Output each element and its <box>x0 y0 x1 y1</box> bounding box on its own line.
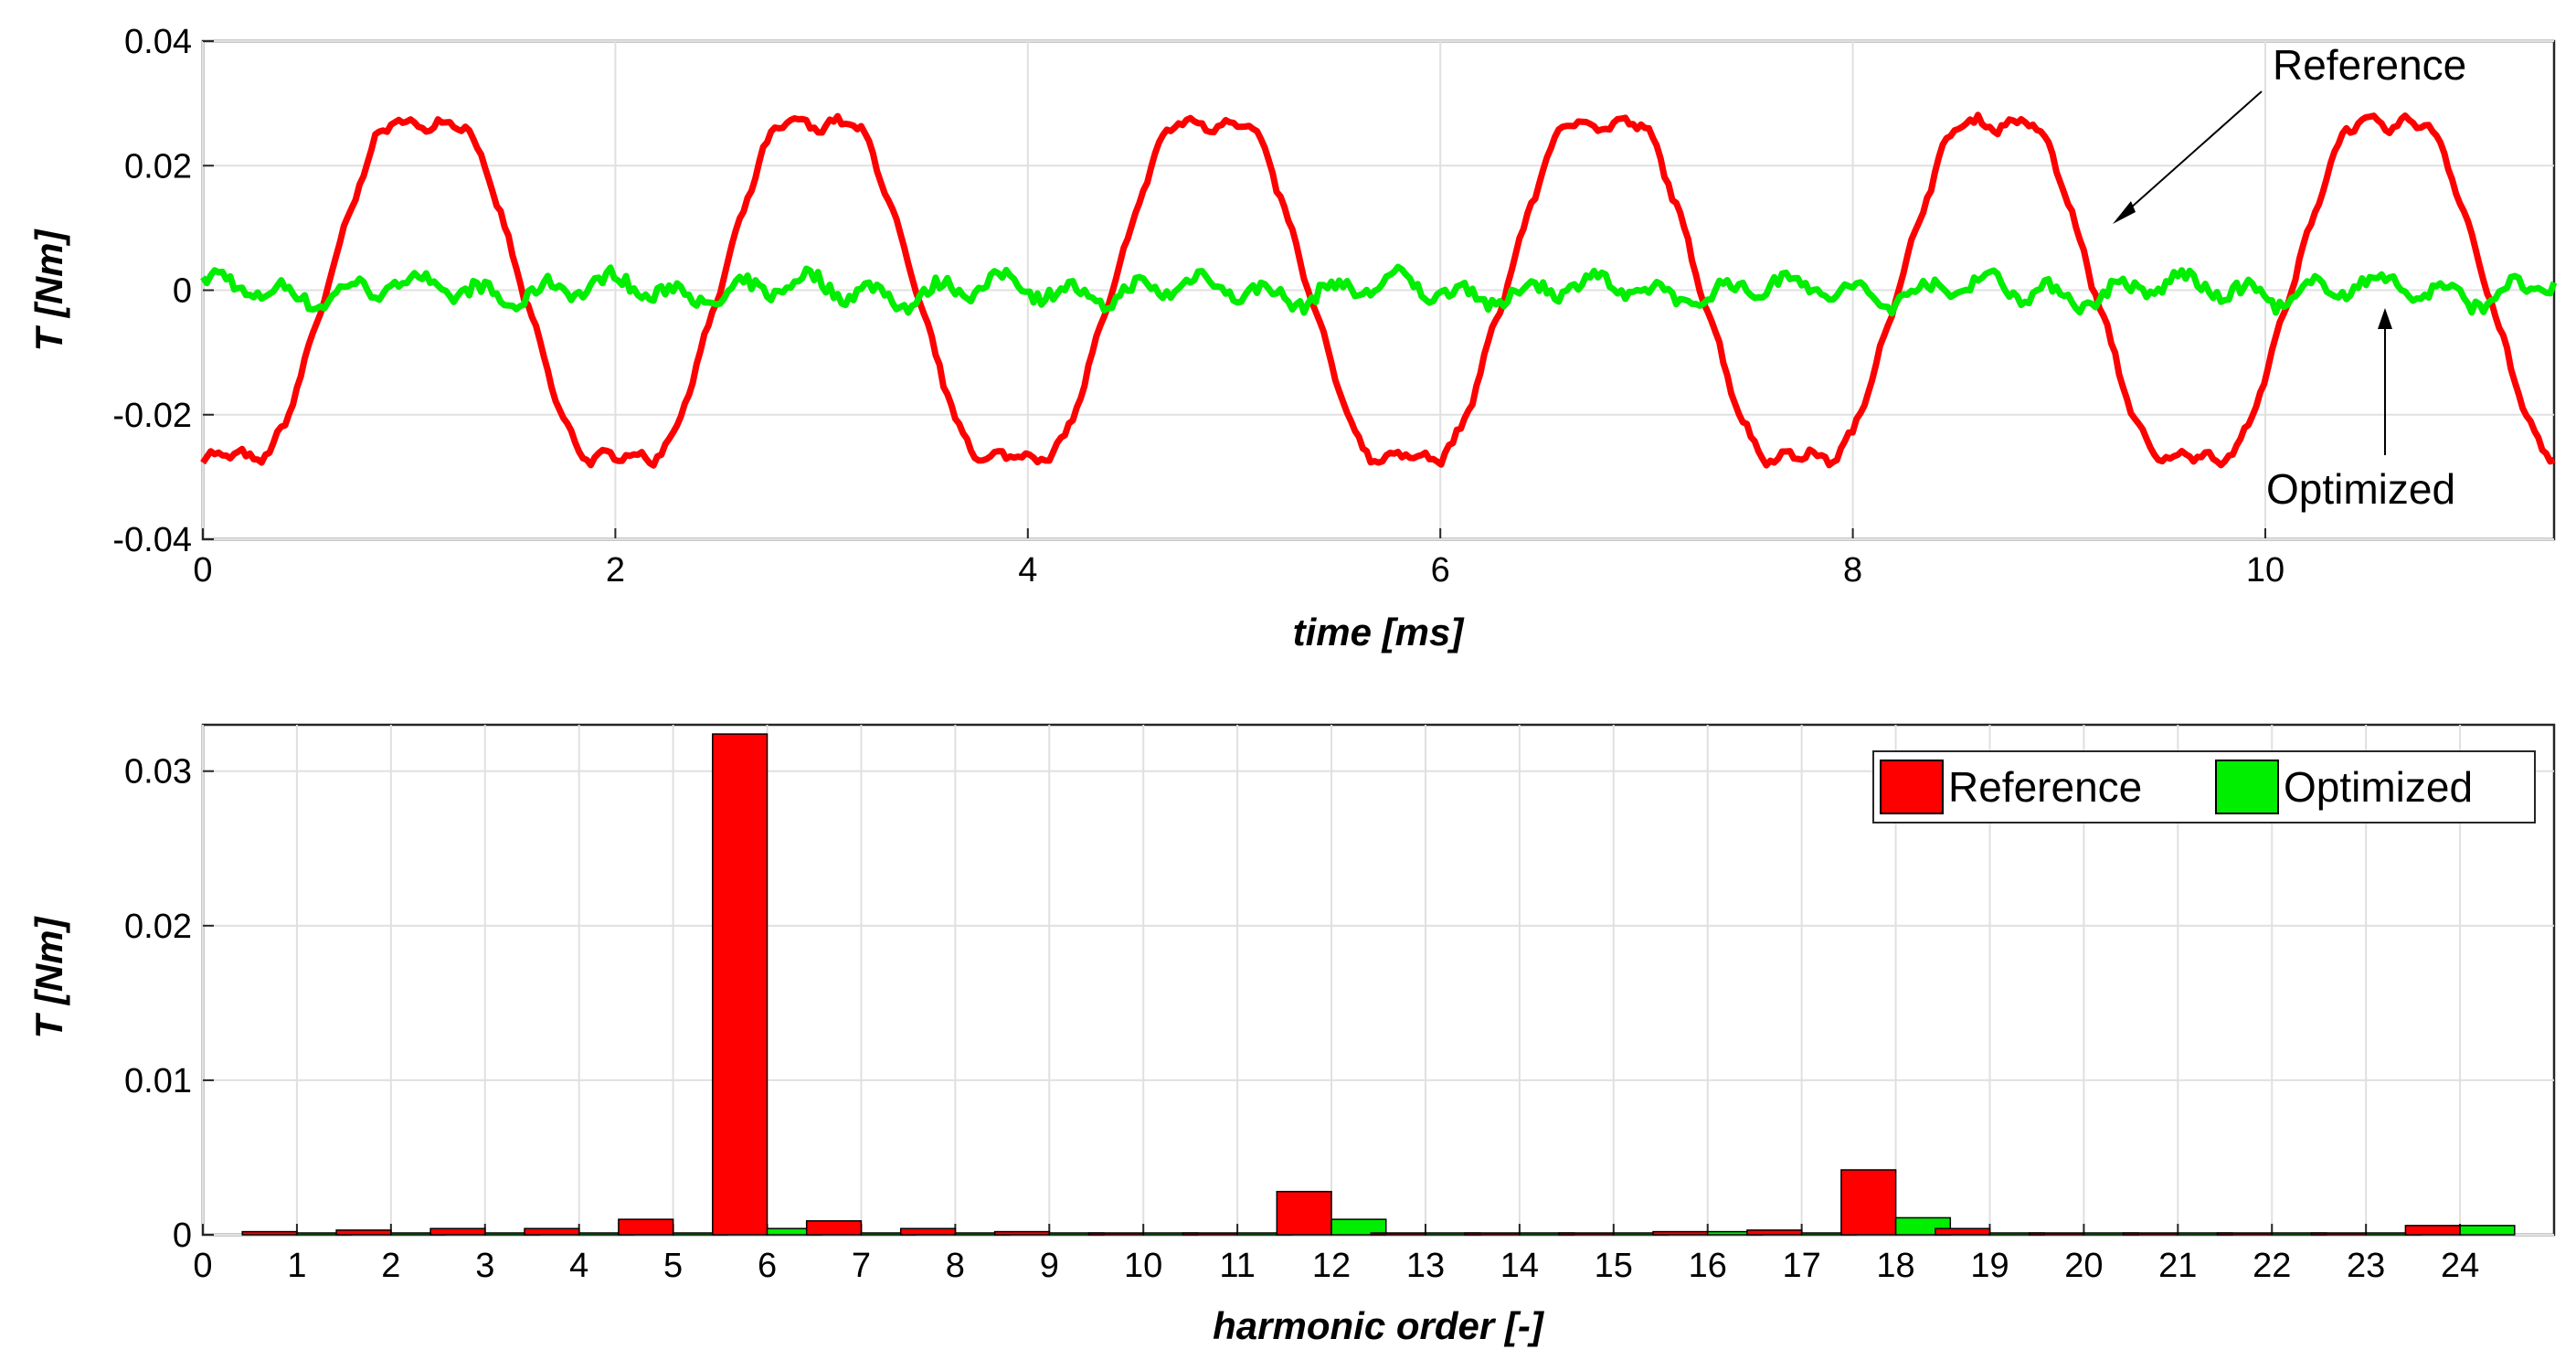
bottom-x-tick-label: 2 <box>381 1247 400 1285</box>
top-y-tick-label: 0.02 <box>124 147 192 186</box>
top-x-tick-label: 6 <box>1431 551 1450 590</box>
bottom-x-tick-label: 19 <box>1970 1247 2009 1285</box>
top-x-tick-label: 10 <box>2246 551 2284 590</box>
bar-reference-h22 <box>2216 1232 2273 1236</box>
legend-label-optimized: Optimized <box>2284 763 2473 811</box>
bar-reference-h16 <box>1652 1230 1709 1236</box>
top-series-lines <box>200 112 2558 469</box>
bottom-x-tick-label: 20 <box>2064 1247 2103 1285</box>
bottom-x-tick-label: 18 <box>1876 1247 1914 1285</box>
bar-reference-h7 <box>805 1220 863 1236</box>
bottom-x-tick-label: 6 <box>758 1247 777 1285</box>
bar-reference-h14 <box>1464 1232 1521 1236</box>
bar-reference-h8 <box>899 1227 957 1236</box>
bar-reference-h19 <box>1935 1227 1991 1236</box>
bar-reference-h13 <box>1370 1232 1426 1236</box>
annotation-reference-arrow <box>2113 90 2263 224</box>
annotation-optimized: Optimized <box>2266 465 2455 513</box>
top-y-tick-label: 0 <box>173 272 192 311</box>
bottom-x-tick-label: 1 <box>287 1247 306 1285</box>
bar-reference-h20 <box>2028 1232 2085 1236</box>
legend-label-reference: Reference <box>1948 763 2142 811</box>
top-y-tick-label: -0.04 <box>112 521 192 559</box>
bottom-x-tick-label: 9 <box>1040 1247 1059 1285</box>
annotation-reference: Reference <box>2273 41 2466 89</box>
bar-reference-h11 <box>1182 1232 1238 1236</box>
bar-reference-h2 <box>335 1229 392 1236</box>
bar-reference-h5 <box>618 1218 674 1236</box>
bottom-x-tick-label: 23 <box>2347 1247 2385 1285</box>
bar-reference-h10 <box>1087 1232 1144 1236</box>
bottom-y-tick-label: 0.01 <box>124 1062 192 1100</box>
bottom-x-axis-label: harmonic order [-] <box>1213 1304 1545 1347</box>
top-y-tick-label: -0.02 <box>112 397 192 435</box>
bottom-x-tick-label: 0 <box>193 1247 212 1285</box>
bar-reference-h6 <box>712 733 769 1236</box>
series-line-optimized <box>200 263 2558 317</box>
bottom-tick-labels: 0 1 2 3 4 5 6 7 8 9 10 11 12 13 14 15 16 17 18 19 20 21 22 23 24… <box>124 753 2479 1285</box>
top-tick-labels: 0 2 4 6 8 10 -0.04 -0.02 0 0.02 0.04 <box>112 23 2284 590</box>
bottom-x-tick-label: 13 <box>1406 1247 1445 1285</box>
bottom-x-tick-label: 10 <box>1124 1247 1162 1285</box>
bottom-x-tick-label: 14 <box>1500 1247 1539 1285</box>
bar-reference-h1 <box>241 1230 298 1236</box>
bottom-y-axis-label: T [Nm] <box>27 916 70 1039</box>
bottom-x-tick-label: 17 <box>1782 1247 1820 1285</box>
bottom-y-tick-label: 0 <box>173 1217 192 1255</box>
bar-reference-h15 <box>1558 1232 1615 1236</box>
bar-reference-h24 <box>2404 1225 2461 1236</box>
series-line-reference <box>200 112 2556 469</box>
bar-reference-h4 <box>524 1227 580 1236</box>
bar-reference-h18 <box>1840 1169 1897 1236</box>
bottom-x-tick-label: 12 <box>1312 1247 1351 1285</box>
bar-reference-h17 <box>1746 1229 1803 1236</box>
top-x-tick-label: 8 <box>1843 551 1862 590</box>
top-x-tick-label: 0 <box>193 551 212 590</box>
bottom-y-tick-label: 0.02 <box>124 908 192 946</box>
bar-reference-h9 <box>993 1230 1051 1236</box>
top-x-axis-label: time [ms] <box>1293 611 1466 653</box>
legend: Reference Optimized <box>1872 750 2536 823</box>
bar-optimized-h24 <box>2459 1225 2516 1236</box>
bottom-x-tick-label: 16 <box>1689 1247 1727 1285</box>
bar-reference-h3 <box>429 1227 486 1236</box>
top-x-tick-label: 4 <box>1018 551 1037 590</box>
annotation-optimized-arrow <box>2378 308 2392 455</box>
bottom-x-tick-label: 4 <box>569 1247 588 1285</box>
bottom-x-tick-label: 5 <box>663 1247 683 1285</box>
bottom-x-tick-label: 7 <box>852 1247 871 1285</box>
bottom-x-tick-label: 15 <box>1595 1247 1633 1285</box>
bottom-x-tick-label: 24 <box>2441 1247 2479 1285</box>
bar-reference-h23 <box>2310 1232 2367 1236</box>
torque-time-panel: 0 2 4 6 8 10 -0.04 -0.02 0 0.02 0.04 time [ms] T [… <box>27 23 2558 653</box>
top-x-tick-label: 2 <box>606 551 625 590</box>
top-y-axis-label: T [Nm] <box>27 228 70 352</box>
harmonic-spectrum-panel: 0 1 2 3 4 5 6 7 8 9 10 11 12 13 14 15 16 17 18 19 20 21 22 23 24… <box>27 723 2556 1347</box>
bottom-x-tick-label: 11 <box>1219 1247 1255 1285</box>
legend-swatch-optimized <box>2215 760 2279 814</box>
bar-reference-h21 <box>2122 1232 2179 1236</box>
bottom-x-tick-label: 3 <box>475 1247 494 1285</box>
top-y-tick-label: 0.04 <box>124 23 192 61</box>
bottom-x-tick-label: 22 <box>2253 1247 2291 1285</box>
legend-swatch-reference <box>1880 760 1944 814</box>
bar-reference-h12 <box>1276 1190 1332 1236</box>
bottom-bars <box>241 733 2516 1236</box>
bottom-x-tick-label: 21 <box>2158 1247 2197 1285</box>
bottom-y-tick-label: 0.03 <box>124 753 192 792</box>
bottom-x-tick-label: 8 <box>946 1247 965 1285</box>
bar-optimized-h12 <box>1330 1218 1387 1236</box>
